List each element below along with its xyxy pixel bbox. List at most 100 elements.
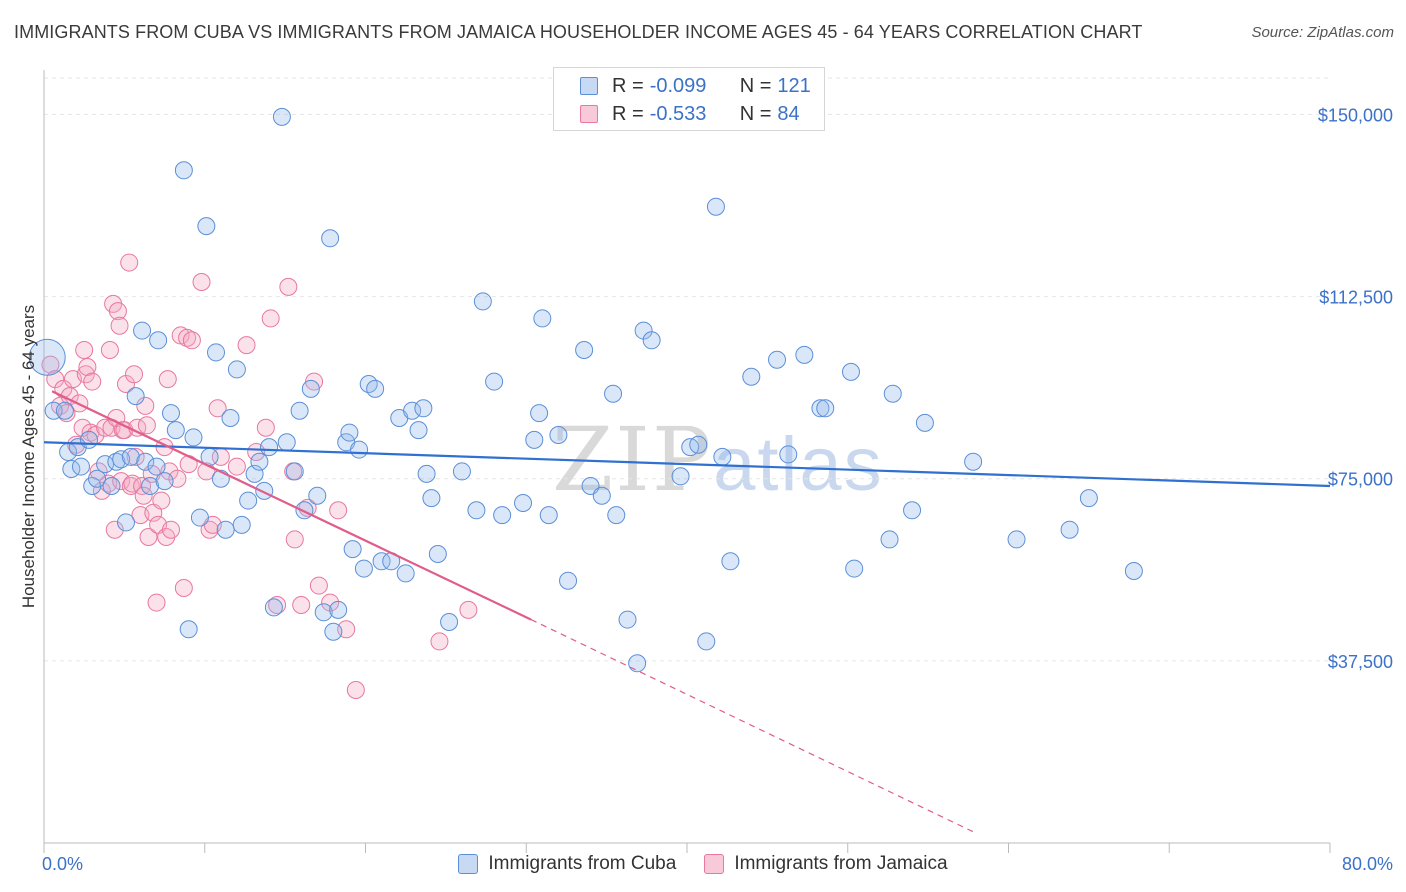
legend-n-label: N = — [739, 102, 772, 125]
watermark-atlas: atlas — [713, 422, 884, 507]
legend-swatch-cuba — [580, 77, 598, 95]
jamaica-point — [430, 632, 449, 651]
cuba-point — [314, 603, 333, 622]
cuba-point — [697, 632, 716, 651]
cuba-point — [642, 331, 661, 350]
jamaica-point — [92, 481, 111, 500]
series-jamaica-points — [41, 253, 478, 699]
cuba-point — [779, 445, 798, 464]
cuba-point — [592, 486, 611, 505]
jamaica-point — [200, 520, 219, 539]
cuba-point — [372, 552, 391, 571]
jamaica-point — [41, 355, 60, 374]
jamaica-point — [459, 600, 478, 619]
jamaica-point — [81, 423, 100, 442]
cuba-point — [539, 506, 558, 525]
cuba-point — [250, 452, 269, 471]
axes — [43, 70, 1331, 853]
jamaica-point — [237, 336, 256, 355]
legend-r-label: R = — [612, 102, 644, 125]
cuba-point — [428, 545, 447, 563]
y-tick-label: $150,000 — [1318, 105, 1393, 125]
legend-r-label: R = — [612, 74, 644, 97]
y-tick-label: $75,000 — [1328, 470, 1393, 490]
cuba-point — [141, 477, 160, 495]
cuba-point — [149, 331, 168, 350]
cuba-point — [324, 622, 343, 641]
jamaica-point — [136, 396, 155, 415]
legend-r-value-cuba: -0.099 — [649, 74, 707, 97]
legend-row-jamaica: R = -0.533 N = 84 — [580, 100, 800, 128]
jamaica-point — [192, 273, 211, 291]
cuba-point — [239, 491, 258, 510]
cuba-point — [190, 508, 209, 527]
legend-swatch-cuba — [458, 854, 479, 874]
jamaica-point — [346, 681, 365, 699]
jamaica-point — [78, 358, 97, 376]
cuba-point — [255, 481, 274, 500]
cuba-point — [1124, 562, 1143, 580]
cuba-point — [1060, 520, 1079, 539]
cuba-point — [245, 464, 264, 483]
cuba-point — [207, 343, 226, 362]
cuba-point — [816, 399, 835, 418]
cuba-point — [903, 501, 922, 520]
cuba-point — [161, 404, 180, 423]
cuba-point — [721, 552, 740, 571]
cuba-point — [107, 452, 126, 471]
cuba-point — [795, 345, 814, 364]
cuba-point — [1007, 530, 1026, 549]
cuba-point — [102, 477, 121, 495]
jamaica-point — [137, 416, 156, 435]
cuba-point — [290, 401, 309, 420]
cuba-point — [467, 501, 486, 520]
cuba-point — [845, 559, 864, 578]
jamaica-point — [261, 309, 280, 328]
chart-source: Source: ZipAtlas.com — [1251, 24, 1394, 41]
legend-row-cuba: R = -0.099 N = 121 — [580, 72, 811, 100]
cuba-point — [452, 462, 471, 481]
cuba-point — [116, 513, 135, 532]
cuba-point — [841, 362, 860, 381]
cuba-point — [403, 401, 422, 420]
cuba-point — [396, 564, 415, 583]
jamaica-point — [112, 472, 131, 491]
cuba-point — [689, 435, 708, 454]
jamaica-trend-line — [51, 390, 532, 621]
jamaica-point — [208, 399, 227, 418]
cuba-point — [71, 457, 90, 476]
cuba-point — [713, 447, 732, 466]
trend-lines — [43, 390, 1331, 834]
legend-item-jamaica: Immigrants from Jamaica — [704, 853, 948, 875]
cuba-point — [155, 472, 174, 491]
cuba-point — [422, 489, 441, 508]
jamaica-point — [110, 316, 129, 335]
chart-title: IMMIGRANTS FROM CUBA VS IMMIGRANTS FROM … — [14, 22, 1143, 42]
legend-label-cuba: Immigrants from Cuba — [488, 853, 677, 874]
cuba-point — [440, 613, 459, 631]
jamaica-point — [285, 530, 304, 549]
cuba-point — [811, 399, 830, 418]
jamaica-point — [147, 593, 166, 612]
jamaica-point — [174, 579, 193, 597]
cuba-point — [197, 217, 216, 236]
axis-labels: $37,500 $75,000 $112,500 $150,000 0.0% 80.0% H… — [19, 105, 1393, 874]
cuba-point — [221, 409, 240, 427]
jamaica-point — [83, 372, 102, 391]
cuba-point — [964, 452, 983, 471]
cuba-point — [559, 571, 578, 590]
cuba-point — [174, 161, 193, 180]
legend-label-jamaica: Immigrants from Jamaica — [734, 853, 948, 874]
cuba-point — [216, 520, 235, 539]
cuba-point — [350, 440, 369, 459]
jamaica-point — [76, 365, 95, 384]
cuba-point — [915, 413, 934, 432]
cuba-point — [880, 530, 899, 549]
jamaica-point — [134, 486, 153, 505]
cuba-point — [618, 610, 637, 629]
cuba-point — [28, 338, 66, 376]
jamaica-point — [139, 528, 158, 546]
cuba-point — [232, 515, 251, 534]
cuba-point — [147, 457, 166, 476]
